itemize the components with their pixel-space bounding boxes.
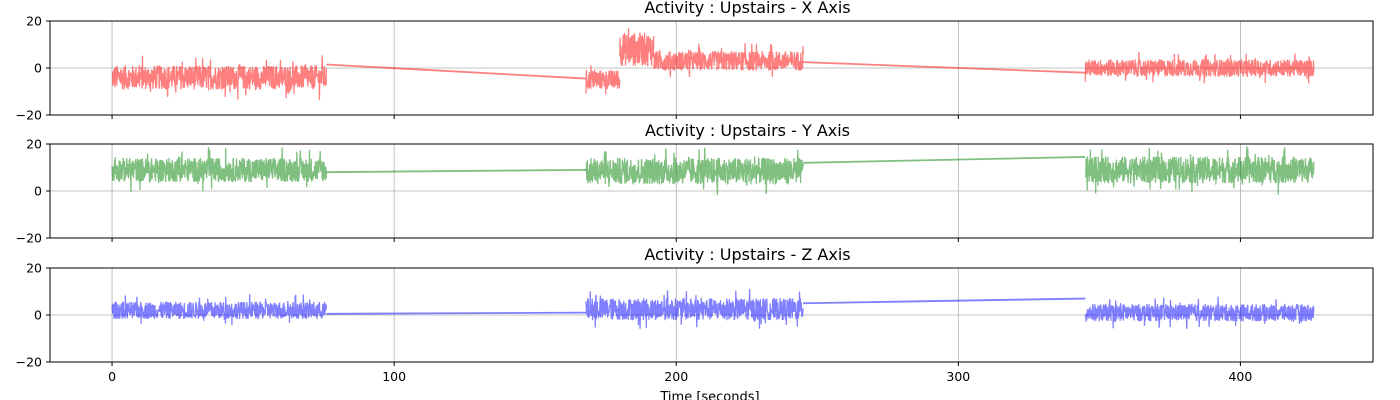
x-axis-label: Time [seconds] [659,390,759,400]
series-segment [111,294,328,326]
subplot-title: Activity : Upstairs - X Axis [644,0,850,17]
series-segment [585,147,804,196]
series-connector [803,297,1086,305]
series-connector [803,156,1086,164]
y-tick-label: −20 [16,355,42,370]
y-tick-label: 0 [34,184,42,199]
series-segment [585,65,621,95]
y-tick-label: 0 [34,61,42,76]
y-tick-label: 0 [34,308,42,323]
series-line [111,145,1315,196]
y-tick-label: −20 [16,231,42,246]
series-segment [585,288,804,329]
x-tick-label: 300 [946,369,970,384]
series-connector [326,168,586,174]
series-segment [619,28,655,67]
x-tick-label: 200 [664,369,688,384]
series-segment [1084,51,1315,84]
subplot-title: Activity : Upstairs - Z Axis [644,245,850,264]
series-segment [1084,296,1315,329]
series-segment [1084,145,1315,195]
x-tick-label: 0 [108,369,116,384]
series-line [111,28,1315,101]
series-line [111,288,1315,329]
series-segment [653,42,804,78]
series-connector [803,61,1086,74]
series-connector [326,311,586,315]
subplot-1: 20 0 −20 Activity : Upstairs - X Axis [16,0,1374,123]
series-segment [111,55,328,101]
y-tick-label: 20 [26,137,42,152]
subplot-title: Activity : Upstairs - Y Axis [645,121,850,140]
subplot-2: 20 0 −20 Activity : Upstairs - Y Axis [16,121,1374,246]
x-tick-label: 400 [1228,369,1252,384]
series-segment [111,147,328,192]
y-tick-label: 20 [26,261,42,276]
y-tick-label: 20 [26,14,42,29]
y-tick-label: −20 [16,108,42,123]
series-connector [326,63,587,80]
x-tick-label: 100 [382,369,406,384]
